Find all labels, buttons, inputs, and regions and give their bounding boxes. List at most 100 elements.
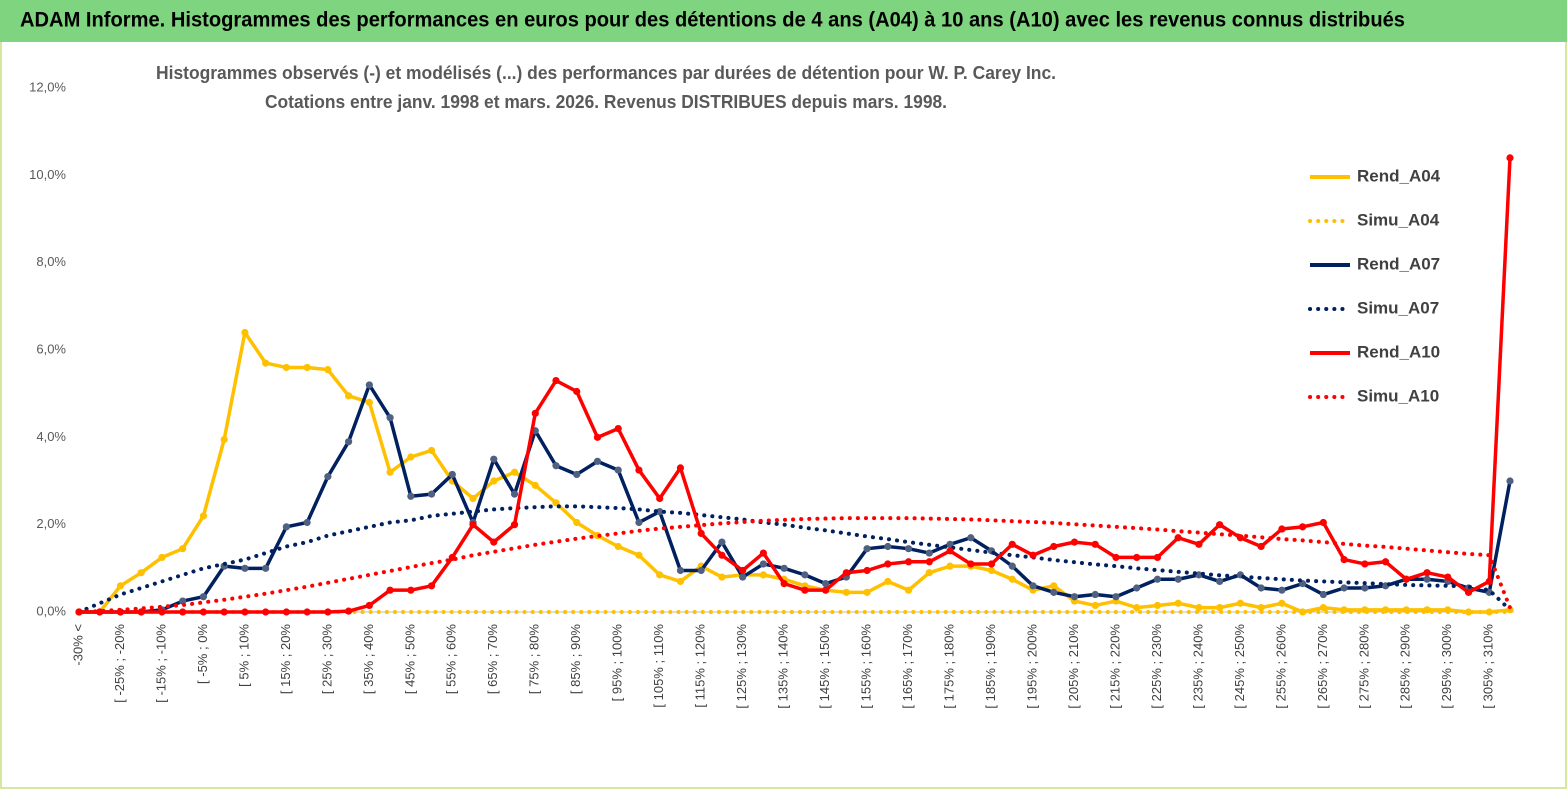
point-marker — [1070, 538, 1079, 546]
legend-label: Rend_A10 — [1357, 342, 1440, 361]
x-tick-label: [ -5% ; 0% — [195, 624, 210, 684]
point-marker — [158, 608, 166, 616]
x-tick-label: [ 195% ; 200% — [1024, 624, 1039, 709]
point-marker — [220, 435, 228, 444]
point-marker — [386, 414, 394, 422]
point-marker — [324, 608, 332, 616]
y-tick-label: 2,0% — [36, 516, 66, 531]
x-tick-label: -30% < — [70, 624, 85, 666]
point-marker — [1091, 590, 1099, 599]
point-marker — [1216, 577, 1224, 586]
y-tick-label: 12,0% — [29, 79, 66, 94]
point-marker — [365, 381, 373, 389]
point-marker — [1299, 523, 1307, 531]
point-marker — [1423, 569, 1431, 577]
point-marker — [656, 494, 664, 503]
chart-title: ADAM Informe. Histogrammes des performan… — [20, 9, 1405, 32]
point-marker — [179, 608, 187, 616]
point-marker — [510, 521, 519, 529]
point-marker — [1174, 575, 1182, 583]
point-marker — [1216, 604, 1224, 612]
point-marker — [697, 566, 705, 575]
legend-box — [1300, 155, 1460, 417]
point-marker — [324, 366, 332, 374]
point-marker — [1485, 577, 1493, 586]
legend-label: Simu_A10 — [1357, 386, 1439, 405]
y-tick-label: 6,0% — [36, 341, 66, 356]
point-marker — [282, 363, 290, 372]
point-marker — [967, 534, 975, 542]
point-marker — [967, 560, 975, 568]
point-marker — [552, 462, 560, 470]
point-marker — [739, 573, 747, 581]
point-marker — [386, 586, 394, 594]
point-marker — [1008, 575, 1016, 583]
point-marker — [946, 562, 954, 570]
series-line — [79, 330, 1511, 614]
point-marker — [199, 593, 208, 601]
x-tick-label: [ 55% ; 60% — [444, 624, 459, 695]
point-marker — [676, 577, 685, 586]
subtitle-box — [150, 56, 1062, 120]
point-marker — [1174, 534, 1182, 542]
point-marker — [1257, 604, 1265, 612]
point-marker — [1319, 604, 1327, 612]
point-marker — [241, 564, 249, 572]
point-marker — [303, 363, 311, 372]
point-marker — [1195, 604, 1203, 612]
point-marker — [1319, 518, 1327, 527]
legend: Rend_A04 Simu_A04 Rend_A07 Simu_A07 Rend_A10… — [1300, 155, 1460, 417]
point-marker — [116, 582, 125, 590]
point-marker — [946, 540, 954, 548]
point-marker — [345, 438, 353, 446]
x-tick-label: [ 35% ; 40% — [361, 624, 376, 695]
point-marker — [345, 392, 353, 400]
point-marker — [427, 446, 436, 455]
series-line — [79, 383, 1512, 614]
point-marker — [1050, 588, 1058, 596]
point-marker — [469, 521, 477, 529]
point-marker — [1236, 599, 1244, 607]
point-marker — [427, 490, 436, 498]
point-marker — [158, 553, 166, 562]
x-tick-label: [ 75% ; 80% — [527, 624, 542, 695]
x-tick-label: [ 205% ; 210% — [1066, 624, 1081, 709]
point-marker — [324, 473, 332, 481]
point-marker — [365, 601, 373, 610]
point-marker — [386, 468, 394, 476]
point-marker — [1195, 571, 1203, 579]
point-marker — [863, 545, 871, 553]
point-marker — [510, 468, 519, 476]
point-marker — [822, 586, 830, 594]
point-marker — [1361, 584, 1369, 592]
x-tick-label: [ 25% ; 30% — [319, 624, 334, 695]
point-marker — [1153, 575, 1162, 583]
point-marker — [884, 542, 892, 551]
point-marker — [199, 512, 208, 520]
point-marker — [801, 586, 809, 594]
point-marker — [1464, 588, 1473, 596]
point-marker — [345, 607, 353, 615]
point-marker — [1112, 593, 1120, 601]
point-marker — [842, 569, 850, 577]
point-marker — [614, 542, 622, 551]
point-marker — [759, 571, 767, 579]
point-marker — [780, 564, 788, 572]
point-marker — [1278, 586, 1286, 594]
x-tick-label: [ 265% ; 270% — [1315, 624, 1330, 709]
point-marker — [282, 523, 290, 531]
point-marker — [407, 492, 415, 500]
point-marker — [593, 457, 602, 465]
point-marker — [1195, 540, 1203, 548]
subtitle: Histogrammes observés (-) et modélisés (… — [156, 63, 1056, 83]
point-marker — [718, 573, 726, 581]
point-marker — [1423, 575, 1431, 583]
point-marker — [303, 518, 311, 527]
point-marker — [448, 470, 456, 479]
point-marker — [987, 566, 996, 575]
x-tick-label: [ 175% ; 180% — [941, 624, 956, 709]
point-marker — [573, 470, 581, 479]
point-marker — [925, 558, 933, 566]
x-tick-label: [ 215% ; 220% — [1107, 624, 1122, 709]
